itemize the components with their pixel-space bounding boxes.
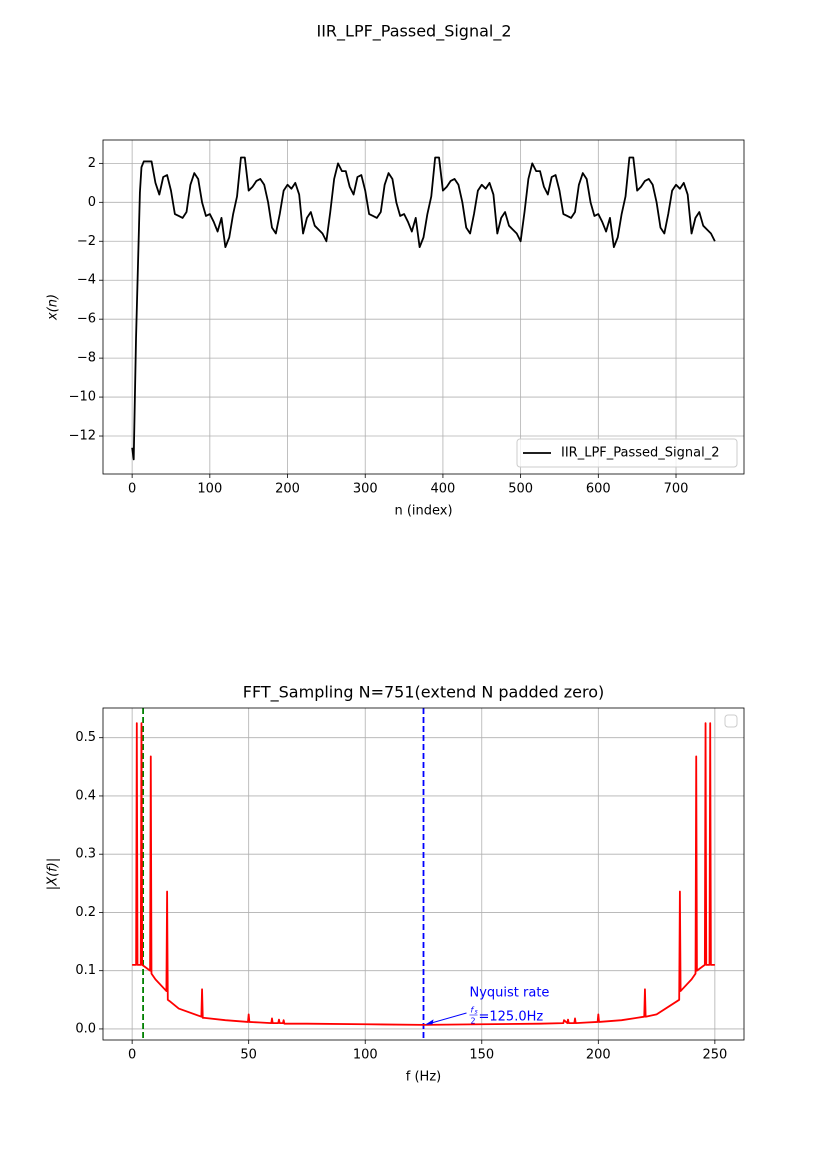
x-tick-label: 0 — [128, 1048, 136, 1063]
x-tick-label: 100 — [353, 1048, 378, 1063]
annotation-arrow — [426, 1012, 467, 1025]
x-tick-label: 200 — [275, 482, 300, 497]
y-tick-label: 0.0 — [75, 1021, 96, 1036]
y-tick-label: −6 — [77, 312, 96, 327]
x-tick-label: 100 — [197, 482, 222, 497]
x-tick-label: 600 — [586, 482, 611, 497]
y-axis-label: x(n) — [46, 294, 61, 321]
x-tick-label: 50 — [240, 1048, 257, 1063]
x-axis-label: f (Hz) — [406, 1070, 441, 1085]
data-line — [131, 156, 716, 461]
y-tick-label: 0.4 — [75, 788, 96, 803]
fraction-num: f — [471, 1006, 475, 1015]
axes-frame — [102, 707, 745, 1041]
x-tick-label: 200 — [586, 1048, 611, 1063]
x-tick-label: 0 — [128, 482, 136, 497]
arrow-head — [425, 1019, 434, 1025]
y-tick-label: 0.3 — [75, 847, 96, 862]
y-tick-label: −10 — [69, 390, 96, 405]
x-tick-label: 700 — [664, 482, 689, 497]
y-tick-label: −12 — [69, 429, 96, 444]
fraction-sub: s — [475, 1009, 478, 1016]
data-line — [132, 722, 715, 1026]
annotation-value: =125.0Hz — [479, 1010, 544, 1025]
x-axis-label: n (index) — [394, 504, 452, 519]
annotation-text: Nyquist rate — [470, 986, 550, 1001]
fraction-den: 2 — [471, 1017, 476, 1026]
x-tick-label: 250 — [702, 1048, 727, 1063]
x-tick-label: 400 — [431, 482, 456, 497]
figure-title: IIR_LPF_Passed_Signal_2 — [316, 22, 511, 42]
y-tick-label: 0 — [88, 195, 96, 210]
y-tick-label: 0.1 — [75, 963, 96, 978]
legend-box — [724, 714, 738, 728]
x-tick-label: 500 — [508, 482, 533, 497]
x-tick-label: 300 — [353, 482, 378, 497]
legend-label: IIR_LPF_Passed_Signal_2 — [561, 446, 719, 461]
legend-box — [516, 438, 738, 468]
y-tick-label: −4 — [77, 273, 96, 288]
axes-frame — [102, 139, 745, 475]
y-tick-label: 0.2 — [75, 905, 96, 920]
y-tick-label: 0.5 — [75, 730, 96, 745]
x-tick-label: 150 — [469, 1048, 494, 1063]
y-tick-label: −2 — [77, 234, 96, 249]
y-axis-label: |X(f)| — [46, 858, 61, 890]
y-tick-label: −8 — [77, 351, 96, 366]
chart-title: FFT_Sampling N=751(extend N padded zero) — [243, 683, 604, 703]
y-tick-label: 2 — [88, 156, 96, 171]
